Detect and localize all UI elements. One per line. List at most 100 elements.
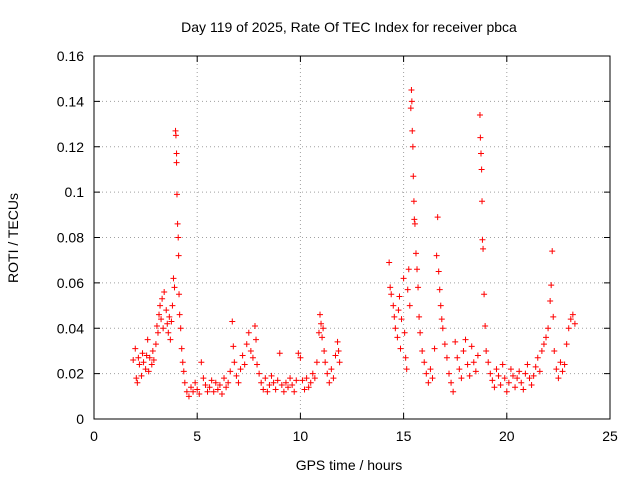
- data-point: [534, 354, 541, 361]
- y-axis-title: ROTI / TECUs: [5, 193, 21, 283]
- chart-title: Day 119 of 2025, Rate Of TEC Index for r…: [181, 19, 517, 35]
- data-point: [188, 384, 195, 391]
- data-point: [280, 388, 287, 395]
- y-tick-label: 0: [76, 411, 84, 427]
- data-point: [285, 384, 292, 391]
- data-point: [245, 329, 252, 336]
- data-point: [332, 352, 339, 359]
- data-point: [431, 345, 438, 352]
- data-point: [138, 372, 145, 379]
- data-point: [278, 381, 285, 388]
- x-tick-label: 0: [90, 428, 98, 444]
- data-point: [321, 347, 328, 354]
- data-point: [303, 375, 310, 382]
- data-point: [299, 377, 306, 384]
- data-point: [208, 377, 215, 384]
- y-tick-label: 0.08: [57, 230, 84, 246]
- data-point: [452, 338, 459, 345]
- data-point: [553, 366, 560, 373]
- data-point: [434, 214, 441, 221]
- data-point: [328, 366, 335, 373]
- data-point: [154, 329, 161, 336]
- data-point: [264, 388, 271, 395]
- data-point: [164, 320, 171, 327]
- data-point: [239, 352, 246, 359]
- data-point: [144, 336, 151, 343]
- data-point: [158, 316, 165, 323]
- data-point: [412, 250, 419, 257]
- data-point: [157, 302, 164, 309]
- data-point: [464, 361, 471, 368]
- data-point: [480, 245, 487, 252]
- data-point: [415, 284, 422, 291]
- data-point: [530, 372, 537, 379]
- data-point: [272, 386, 279, 393]
- data-point: [402, 354, 409, 361]
- data-point: [146, 354, 153, 361]
- data-point: [555, 375, 562, 382]
- data-point: [479, 198, 486, 205]
- x-axis-title: GPS time / hours: [296, 457, 403, 473]
- data-point: [417, 329, 424, 336]
- data-point: [221, 375, 228, 382]
- y-tick-label: 0.1: [65, 184, 85, 200]
- data-point: [437, 302, 444, 309]
- data-point: [563, 341, 570, 348]
- data-point: [439, 325, 446, 332]
- data-point: [446, 370, 453, 377]
- data-point: [258, 379, 265, 386]
- data-point: [253, 336, 260, 343]
- data-point: [233, 372, 240, 379]
- data-point: [170, 275, 177, 282]
- data-point: [557, 359, 564, 366]
- data-point: [326, 379, 333, 386]
- data-point: [493, 366, 500, 373]
- data-points: [130, 87, 578, 400]
- data-point: [438, 316, 445, 323]
- data-point: [210, 388, 217, 395]
- data-point: [152, 341, 159, 348]
- data-point: [143, 352, 150, 359]
- data-point: [414, 266, 421, 273]
- data-point: [276, 350, 283, 357]
- y-tick-label: 0.12: [57, 139, 84, 155]
- grid-lines: [94, 56, 610, 419]
- data-point: [543, 334, 550, 341]
- data-point: [175, 234, 182, 241]
- data-point: [173, 191, 180, 198]
- data-point: [130, 357, 137, 364]
- data-point: [524, 361, 531, 368]
- data-point: [547, 298, 554, 305]
- y-tick-label: 0.14: [57, 93, 84, 109]
- data-point: [427, 366, 434, 373]
- data-point: [229, 318, 236, 325]
- data-point: [479, 236, 486, 243]
- data-point: [134, 379, 141, 386]
- data-point: [311, 375, 318, 382]
- data-point: [470, 359, 477, 366]
- data-point: [315, 329, 322, 336]
- data-point: [528, 381, 535, 388]
- x-tick-label: 15: [396, 428, 412, 444]
- data-point: [135, 354, 142, 361]
- data-point: [404, 286, 411, 293]
- data-point: [243, 341, 250, 348]
- x-tick-label: 25: [602, 428, 618, 444]
- data-point: [254, 361, 261, 368]
- data-point: [181, 379, 188, 386]
- data-point: [435, 268, 442, 275]
- data-point: [150, 357, 157, 364]
- data-point: [322, 359, 329, 366]
- data-point: [398, 316, 405, 323]
- data-point: [394, 334, 401, 341]
- data-point: [183, 388, 190, 395]
- data-point: [386, 259, 393, 266]
- data-point: [429, 375, 436, 382]
- data-point: [410, 173, 417, 180]
- data-point: [460, 347, 467, 354]
- data-point: [497, 381, 504, 388]
- data-point: [483, 347, 490, 354]
- data-point: [178, 345, 185, 352]
- data-point: [168, 318, 175, 325]
